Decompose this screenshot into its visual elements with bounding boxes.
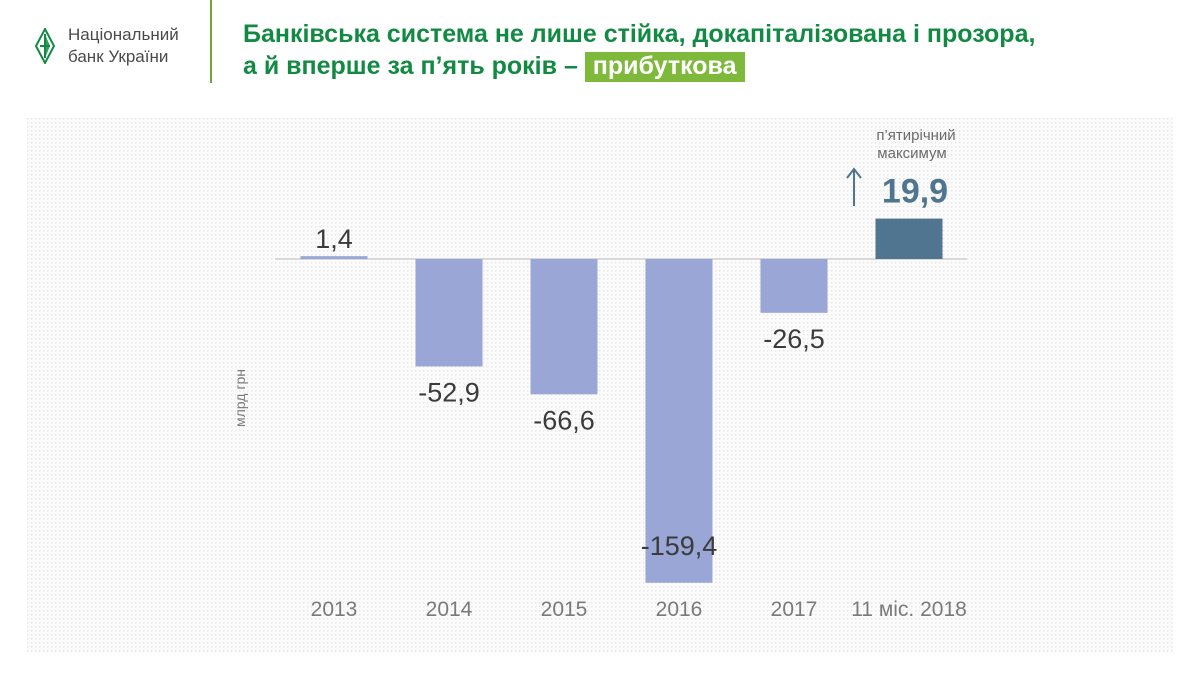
annotation-line-2: максимум <box>877 145 946 162</box>
bar-2015 <box>530 259 598 395</box>
chart-background-dots <box>27 118 1173 653</box>
nbu-logo: Національний банк України <box>34 22 204 72</box>
category-label: 2015 <box>541 598 588 621</box>
title-highlight: прибуткова <box>584 52 745 82</box>
value-label: -66,6 <box>533 405 595 435</box>
category-label: 2013 <box>311 598 358 621</box>
value-label: 19,9 <box>882 173 948 211</box>
annotation-line-1: п’ятирічний <box>876 127 955 144</box>
value-label: 1,4 <box>315 224 353 254</box>
bar-11-міс.-2018 <box>875 218 943 259</box>
chart-area: 1,4 2013 -52,9 2014 -66,6 2015 -159,4 2016 -26,5… <box>27 118 1173 653</box>
logo-text: Національний банк України <box>68 24 179 68</box>
header: Національний банк України Банківська сис… <box>0 0 1200 100</box>
value-label: -26,5 <box>763 324 825 354</box>
y-axis-label: млрд грн <box>232 369 248 427</box>
bar-chart: 1,4 2013 -52,9 2014 -66,6 2015 -159,4 2016 -26,5… <box>27 118 1173 653</box>
nbu-logo-icon <box>34 28 56 64</box>
category-label: 2017 <box>771 598 818 621</box>
logo-line-1: Національний <box>68 25 179 44</box>
value-label: -52,9 <box>418 377 480 407</box>
bar-2013 <box>300 256 368 259</box>
bar-2016 <box>645 259 713 583</box>
bar-2017 <box>760 259 828 313</box>
bar-2014 <box>415 259 483 367</box>
value-label: -159,4 <box>641 531 718 561</box>
page-title: Банківська система не лише стійка, докап… <box>243 18 1143 82</box>
logo-line-2: банк України <box>68 47 169 66</box>
category-label: 2014 <box>426 598 473 621</box>
title-line-2: а й вперше за п’ять років – прибуткова <box>243 50 1143 82</box>
header-divider <box>210 0 212 83</box>
title-line-2-prefix: а й вперше за п’ять років – <box>243 52 585 80</box>
title-line-1: Банківська система не лише стійка, докап… <box>243 20 1036 48</box>
arrow-up-icon-head <box>846 167 862 179</box>
category-label: 2016 <box>656 598 703 621</box>
category-label: 11 міс. 2018 <box>851 598 967 621</box>
